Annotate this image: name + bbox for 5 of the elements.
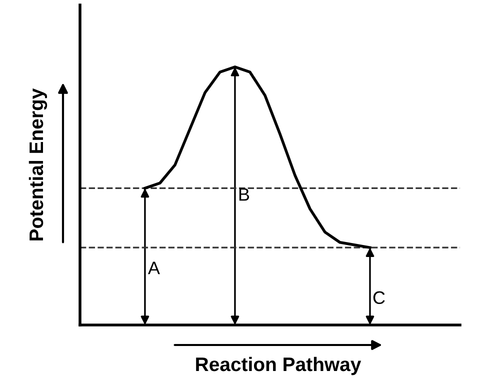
annotation: C <box>373 291 385 304</box>
annotation: A <box>148 262 160 274</box>
annotation: B <box>239 188 250 201</box>
x-axis-title: Reaction Pathway <box>196 356 362 376</box>
y-axis-title: Potential Energy <box>28 88 48 240</box>
